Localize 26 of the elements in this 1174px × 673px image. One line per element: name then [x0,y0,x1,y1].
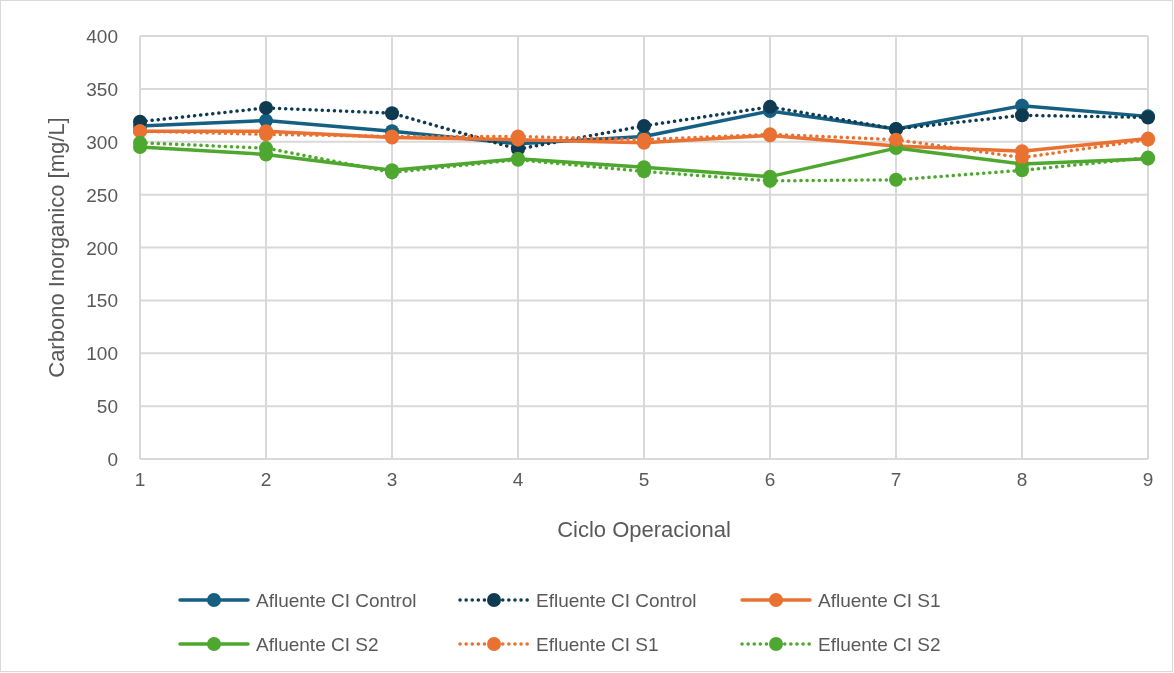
y-tick-label: 150 [86,290,118,312]
legend-label: Afluente CI Control [256,590,417,611]
x-tick-label: 3 [386,469,398,490]
y-tick-label: 300 [86,131,118,153]
x-tick-label: 2 [260,469,272,490]
x-tick-label: 6 [764,469,776,490]
legend-label: Afluente CI S2 [256,634,379,655]
legend-label: Efluente CI Control [536,590,697,611]
y-tick-label: 0 [107,449,118,470]
x-tick-label: 9 [1142,469,1154,490]
x-tick-label: 4 [512,469,524,490]
x-axis-title: Ciclo Operacional [557,517,731,542]
y-tick-label: 350 [86,78,118,100]
x-tick-label: 1 [134,469,146,490]
y-tick-label: 400 [86,26,118,47]
legend-label: Efluente CI S2 [818,634,941,655]
y-tick-label: 250 [86,184,118,206]
y-tick-label: 100 [86,343,118,365]
x-tick-label: 7 [890,469,902,490]
x-tick-label: 5 [638,469,650,490]
y-axis-title: Carbono Inorganico [mg/L] [44,117,69,378]
y-tick-label: 200 [86,237,118,259]
legend-label: Efluente CI S1 [536,634,659,655]
y-tick-label: 50 [96,396,118,418]
legend-label: Afluente CI S1 [818,590,941,611]
x-tick-label: 8 [1016,469,1028,490]
